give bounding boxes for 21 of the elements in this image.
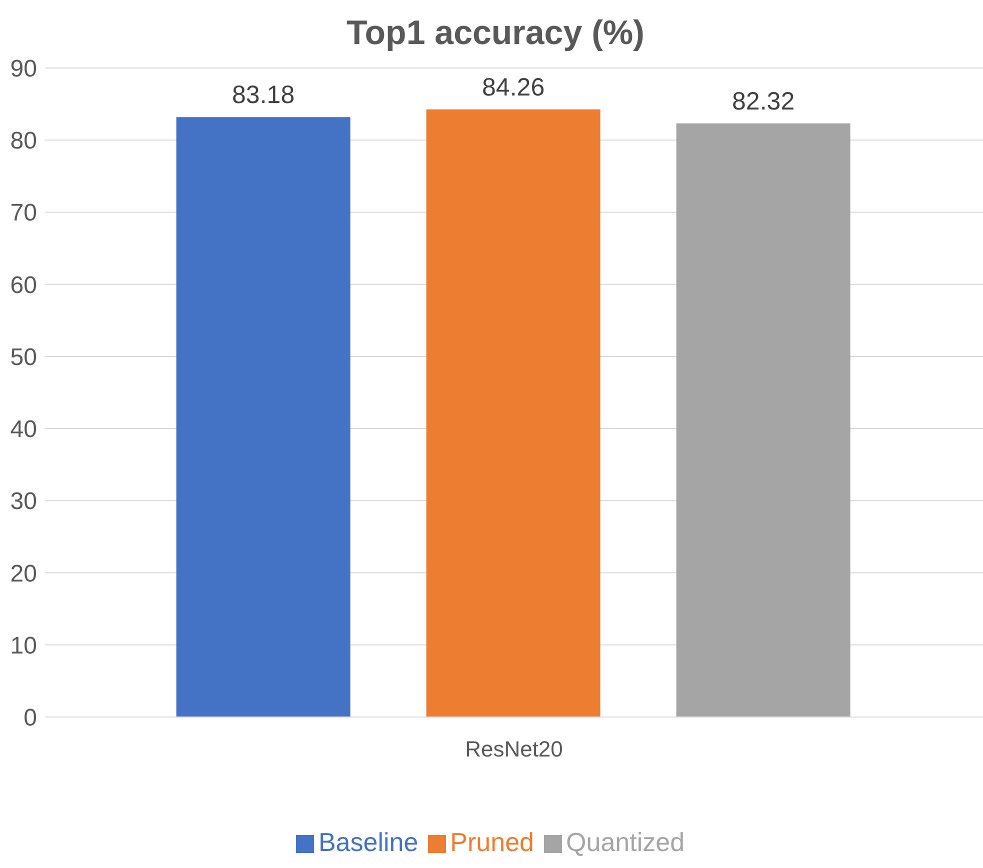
bar bbox=[176, 117, 350, 717]
y-tick-label: 40 bbox=[10, 416, 37, 444]
data-label: 84.26 bbox=[482, 73, 545, 102]
y-tick-label: 50 bbox=[10, 344, 37, 371]
legend-label: Quantized bbox=[566, 827, 685, 857]
y-tick-label: 90 bbox=[10, 56, 37, 83]
y-tick-label: 20 bbox=[10, 560, 37, 588]
y-tick-label: 80 bbox=[10, 128, 37, 155]
y-tick-label: 60 bbox=[10, 272, 37, 299]
y-tick-label: 70 bbox=[10, 200, 37, 227]
y-tick-label: 30 bbox=[10, 488, 37, 516]
legend-label: Baseline bbox=[318, 827, 418, 857]
legend-label: Pruned bbox=[450, 827, 534, 857]
y-tick-label: 0 bbox=[24, 704, 37, 732]
data-label: 82.32 bbox=[732, 87, 795, 116]
data-label: 83.18 bbox=[232, 81, 295, 110]
chart-title: Top1 accuracy (%) bbox=[346, 14, 644, 52]
bar bbox=[426, 109, 600, 717]
y-tick-label: 10 bbox=[10, 632, 37, 660]
x-tick-label: ResNet20 bbox=[465, 736, 563, 762]
bar bbox=[676, 123, 850, 717]
